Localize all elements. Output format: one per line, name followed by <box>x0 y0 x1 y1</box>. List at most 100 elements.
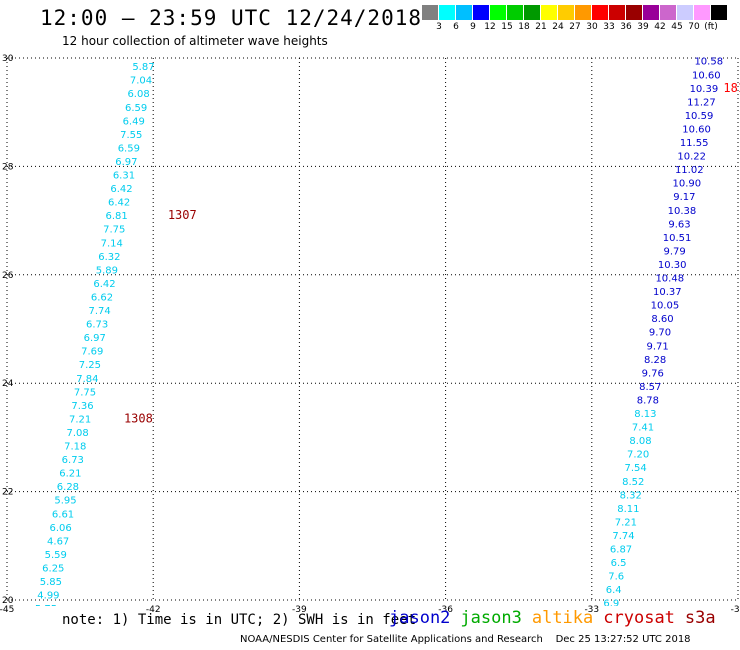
wave-height-label: 5.87 <box>132 62 154 73</box>
colorbar-swatch <box>439 5 455 20</box>
wave-height-label: 4.67 <box>47 536 69 547</box>
wave-height-label: 11.27 <box>687 97 716 108</box>
wave-height-label: 8.11 <box>617 504 639 515</box>
colorbar-label: 9 <box>470 22 476 32</box>
satellite-legend-item: jason3 <box>460 608 522 628</box>
wave-height-label: 10.39 <box>690 84 719 95</box>
y-tick-label: 22 <box>2 488 13 498</box>
wave-height-label: 6.9 <box>603 599 619 610</box>
colorbar-swatch <box>677 5 693 20</box>
wave-height-label: 11.55 <box>680 138 709 149</box>
wave-height-label: 10.48 <box>655 274 684 285</box>
y-tick-label: 28 <box>2 162 14 172</box>
wave-height-label: 10.90 <box>673 179 702 190</box>
wave-height-label: 10.30 <box>658 260 687 271</box>
wave-height-label: 9.76 <box>642 368 664 379</box>
wave-height-label: 10.37 <box>653 287 682 298</box>
wave-height-label: 8.32 <box>620 490 642 501</box>
colorbar-label: 12 <box>484 22 496 32</box>
wave-height-label: 7.20 <box>627 450 649 461</box>
wave-height-label: 6.42 <box>108 198 130 209</box>
wave-height-label: 5.26 <box>30 626 52 637</box>
colorbar-label: 18 <box>518 22 530 32</box>
wave-height-label: 10.60 <box>682 124 711 135</box>
colorbar-label: 70 <box>688 22 700 32</box>
wave-height-label: 7.75 <box>74 387 96 398</box>
wave-height-label: 7.74 <box>88 306 110 317</box>
wave-height-label: 6.97 <box>84 333 106 344</box>
wave-height-label: 9.71 <box>646 341 668 352</box>
wave-height-label: 7.75 <box>103 225 125 236</box>
wave-height-label: 10.38 <box>668 206 697 217</box>
colorbar-label: 3 <box>436 22 442 32</box>
y-tick-label: 24 <box>2 379 14 389</box>
orbit-number-label: 181 <box>723 81 740 95</box>
colorbar-label: 15 <box>501 22 513 32</box>
colorbar-label: 36 <box>620 22 632 32</box>
colorbar-swatch <box>541 5 557 20</box>
wave-height-label: 6.42 <box>110 184 132 195</box>
x-tick-label: -30 <box>731 605 740 615</box>
colorbar-label: (ft) <box>704 22 718 32</box>
wave-height-label: 6.59 <box>125 103 147 114</box>
chart-subtitle: 12 hour collection of altimeter wave hei… <box>62 34 328 48</box>
wave-height-label: 9.79 <box>664 246 686 257</box>
satellite-legend-item: jason2 <box>389 608 451 628</box>
wave-height-label: 8.13 <box>634 409 656 420</box>
data-points-group: 5.87 7.04 6.08 6.59 6.49 7.55 6.59 6.97 6.31 6.42… <box>30 57 740 637</box>
colorbar-swatch <box>575 5 591 20</box>
wave-height-label: 6.97 <box>115 157 137 168</box>
colorbar-swatch <box>694 5 710 20</box>
colorbar-label: 45 <box>671 22 683 32</box>
wave-height-label: 6.32 <box>98 252 120 263</box>
chart-title: 12:00 – 23:59 UTC 12/24/2018 <box>40 6 423 30</box>
wave-height-label: 10.22 <box>677 152 706 163</box>
units-note: note: 1) Time is in UTC; 2) SWH is in fe… <box>62 612 417 628</box>
wave-height-label: 8.78 <box>637 395 659 406</box>
wave-height-label: 6.4 <box>606 585 622 596</box>
x-tick-label: -45 <box>0 605 14 615</box>
wave-height-label: 10.59 <box>685 111 714 122</box>
satellite-legend-item: altika <box>531 608 594 628</box>
wave-height-label: 7.04 <box>130 76 152 87</box>
wave-height-label: 7.74 <box>612 531 634 542</box>
wave-height-label: 6.42 <box>93 279 115 290</box>
x-tick-label: -36 <box>438 605 453 615</box>
wave-height-label: 10.60 <box>692 70 721 81</box>
wave-height-label: 5.75 <box>35 604 57 615</box>
wave-height-label: 6.03 <box>32 618 54 629</box>
wave-height-label: 6.31 <box>113 171 135 182</box>
orbit-number-label: 1308 <box>124 411 153 425</box>
wave-height-label: 6.06 <box>49 523 71 534</box>
wave-height-label: 9.17 <box>673 192 695 203</box>
colorbar-label: 21 <box>535 22 547 32</box>
colorbar-swatch <box>422 5 438 20</box>
colorbar-swatch <box>660 5 676 20</box>
wave-height-label: 6.28 <box>57 482 79 493</box>
colorbar-swatch <box>592 5 608 20</box>
colorbar-label: 6 <box>453 22 459 32</box>
wave-height-label: 7.36 <box>71 401 93 412</box>
wave-height-label: 6.49 <box>123 116 145 127</box>
x-tick-label: -42 <box>146 605 161 615</box>
wave-height-label: 6.73 <box>86 320 108 331</box>
wave-height-label: 5.89 <box>96 265 118 276</box>
colorbar-swatch <box>490 5 506 20</box>
satellite-legend-item: cryosat <box>603 608 675 628</box>
wave-height-label: 8.57 <box>639 382 661 393</box>
wave-height-label: 8.08 <box>629 436 651 447</box>
colorbar-label: 27 <box>569 22 581 32</box>
credit-line: NOAA/NESDIS Center for Satellite Applica… <box>240 634 691 645</box>
satellite-legend: jason2 jason3 altika cryosat s3a <box>389 608 726 628</box>
wave-height-label: 6.08 <box>127 89 149 100</box>
colorbar-swatch <box>711 5 727 20</box>
colorbar-swatch <box>626 5 642 20</box>
colorbar-swatch <box>609 5 625 20</box>
wave-height-label: 4.99 <box>37 591 59 602</box>
colorbar-swatch <box>473 5 489 20</box>
colorbar-swatch <box>558 5 574 20</box>
wave-height-label: 7.55 <box>120 130 142 141</box>
wave-height-label: 6.73 <box>62 455 84 466</box>
y-tick-label: 20 <box>2 596 14 606</box>
